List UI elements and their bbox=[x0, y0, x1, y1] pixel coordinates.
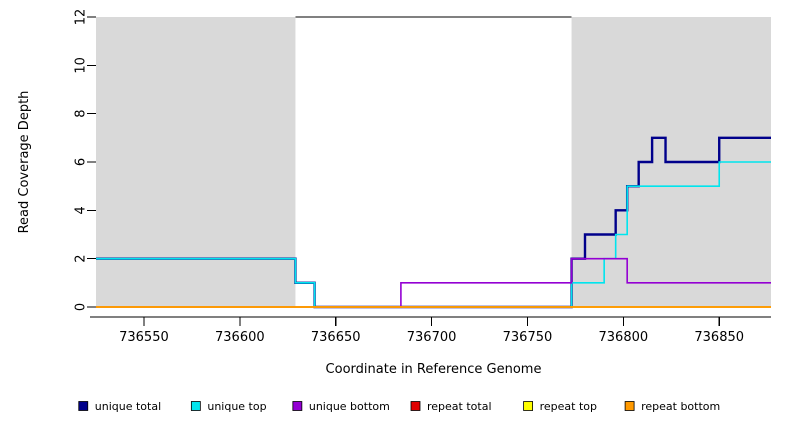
x-tick-label: 736700 bbox=[407, 330, 457, 345]
legend-item-repeat-bottom[interactable]: repeat bottom bbox=[624, 400, 720, 413]
legend-label: repeat top bbox=[540, 400, 597, 413]
x-tick-label: 736600 bbox=[215, 330, 265, 345]
y-axis: 0 2 4 6 8 10 12 bbox=[74, 9, 572, 311]
legend-swatch bbox=[292, 401, 303, 411]
legend-item-unique-total[interactable]: unique total bbox=[78, 400, 161, 413]
x-tick-label: 736650 bbox=[311, 330, 361, 345]
repeat-region-left bbox=[96, 17, 296, 307]
legend-swatch bbox=[523, 401, 533, 411]
x-tick-label: 736750 bbox=[503, 330, 553, 345]
x-axis-title: Coordinate in Reference Genome bbox=[326, 362, 542, 377]
legend-label: repeat total bbox=[427, 400, 492, 413]
legend-item-unique-top[interactable]: unique top bbox=[190, 400, 267, 413]
y-tick-label: 8 bbox=[74, 110, 89, 118]
y-tick-label: 2 bbox=[74, 255, 89, 263]
y-tick-label: 10 bbox=[74, 57, 89, 74]
legend-item-repeat-total[interactable]: repeat total bbox=[410, 400, 492, 413]
y-tick-label: 12 bbox=[74, 9, 89, 26]
data-series-group bbox=[96, 136, 771, 309]
legend-label: unique bottom bbox=[309, 400, 390, 413]
series-unique-top bbox=[96, 161, 771, 308]
legend-swatch bbox=[78, 401, 89, 411]
legend-label: repeat bottom bbox=[641, 400, 720, 413]
legend-item-repeat-top[interactable]: repeat top bbox=[523, 400, 597, 413]
legend-item-unique-bottom[interactable]: unique bottom bbox=[292, 400, 390, 413]
x-tick-label: 736550 bbox=[119, 330, 169, 345]
legend-label: unique total bbox=[95, 400, 161, 413]
legend-swatch bbox=[624, 401, 635, 411]
y-tick-label: 0 bbox=[74, 303, 89, 311]
x-axis: 736550 736600 736650 736700 736750 736800 7368… bbox=[90, 316, 771, 345]
x-tick-label: 736800 bbox=[599, 330, 649, 345]
series-unique-bottom bbox=[96, 257, 771, 308]
y-tick-label: 6 bbox=[74, 158, 89, 166]
legend-label: unique top bbox=[207, 400, 266, 413]
legend: unique total unique top unique bottom repea… bbox=[78, 400, 720, 413]
y-tick-label: 4 bbox=[74, 206, 89, 214]
legend-swatch bbox=[410, 401, 421, 411]
y-axis-title: Read Coverage Depth bbox=[17, 91, 32, 234]
x-tick-label: 736850 bbox=[694, 330, 744, 345]
legend-swatch bbox=[190, 401, 201, 411]
